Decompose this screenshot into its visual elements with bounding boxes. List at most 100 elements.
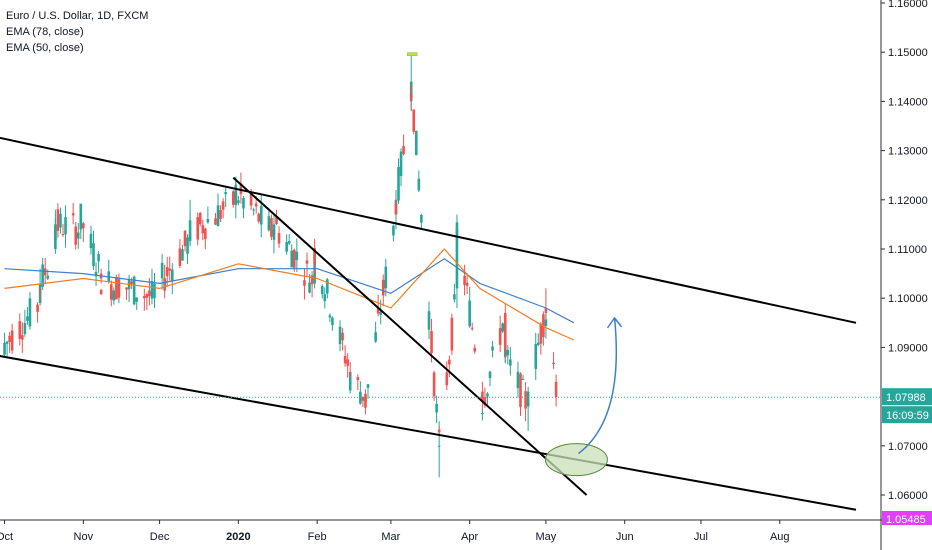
candle-body[interactable] — [392, 225, 395, 236]
candle-body[interactable] — [125, 287, 128, 290]
candle-body[interactable] — [115, 276, 118, 300]
candle-body[interactable] — [463, 275, 466, 286]
candle-body[interactable] — [501, 323, 505, 332]
candle-body[interactable] — [21, 335, 24, 340]
candle-body[interactable] — [308, 282, 311, 293]
candle-body[interactable] — [323, 294, 327, 302]
candle-body[interactable] — [10, 330, 14, 351]
candle-body[interactable] — [417, 178, 421, 191]
candle-body[interactable] — [204, 228, 207, 240]
candle-body[interactable] — [483, 397, 487, 406]
candle-body[interactable] — [117, 279, 121, 298]
candle-body[interactable] — [361, 396, 365, 401]
candle-body[interactable] — [89, 233, 93, 249]
candle-body[interactable] — [432, 372, 436, 397]
candle-body[interactable] — [394, 203, 398, 214]
time-axis[interactable]: Oct Nov Dec 2020 Feb Mar Apr May Jun Jul Aug — [0, 520, 790, 543]
candle-body[interactable] — [468, 300, 471, 327]
candle-body[interactable] — [23, 322, 27, 335]
candle-body[interactable] — [254, 203, 258, 207]
candle-body[interactable] — [453, 294, 456, 300]
candle-body[interactable] — [132, 276, 136, 305]
candle-body[interactable] — [130, 281, 133, 284]
candle-body[interactable] — [163, 278, 166, 291]
support-ellipse[interactable] — [544, 443, 608, 477]
candle-body[interactable] — [8, 335, 11, 343]
candle-body[interactable] — [219, 210, 222, 219]
candle-body[interactable] — [343, 355, 347, 364]
candle-body[interactable] — [536, 342, 540, 345]
candle-body[interactable] — [481, 412, 484, 414]
candle-body[interactable] — [61, 234, 65, 236]
candle-body[interactable] — [216, 205, 220, 227]
candle-body[interactable] — [509, 359, 512, 366]
candles[interactable] — [3, 54, 558, 478]
ema-50-label[interactable]: EMA (50, close) — [6, 42, 84, 54]
candle-body[interactable] — [221, 201, 225, 210]
candle-body[interactable] — [503, 312, 507, 358]
candle-body[interactable] — [257, 213, 261, 222]
candle-body[interactable] — [313, 248, 316, 264]
candle-body[interactable] — [470, 327, 474, 329]
candle-body[interactable] — [379, 311, 383, 315]
candle-body[interactable] — [331, 317, 334, 326]
candle-body[interactable] — [178, 248, 182, 266]
candle-body[interactable] — [92, 243, 95, 267]
candle-body[interactable] — [231, 191, 235, 205]
candle-body[interactable] — [445, 372, 449, 386]
candle-body[interactable] — [214, 218, 217, 225]
candle-body[interactable] — [148, 290, 151, 297]
candle-body[interactable] — [275, 217, 278, 225]
candle-body[interactable] — [3, 344, 6, 355]
candle-body[interactable] — [435, 403, 438, 413]
candle-body[interactable] — [326, 279, 329, 294]
candle-body[interactable] — [290, 250, 294, 268]
candle-body[interactable] — [224, 192, 227, 195]
candle-body[interactable] — [341, 332, 344, 341]
candle-body[interactable] — [295, 251, 299, 260]
candle-body[interactable] — [305, 260, 309, 264]
candle-body[interactable] — [94, 271, 98, 277]
candle-body[interactable] — [437, 429, 441, 433]
candle-body[interactable] — [239, 183, 243, 194]
candle-body[interactable] — [64, 217, 67, 235]
candle-body[interactable] — [448, 359, 451, 365]
candle-body[interactable] — [397, 166, 400, 201]
candle-body[interactable] — [544, 319, 548, 327]
candle-body[interactable] — [554, 381, 558, 398]
candle-body[interactable] — [544, 308, 548, 313]
candle-body[interactable] — [183, 230, 187, 247]
candle-body[interactable] — [526, 401, 530, 406]
candle-body[interactable] — [409, 94, 413, 99]
symbol-title[interactable]: Euro / U.S. Dollar, 1D, FXCM — [6, 10, 149, 22]
candle-body[interactable] — [41, 264, 44, 287]
candle-body[interactable] — [384, 266, 388, 289]
candle-body[interactable] — [346, 359, 349, 366]
candle-body[interactable] — [519, 373, 522, 408]
candle-body[interactable] — [56, 209, 60, 231]
trendlines[interactable] — [0, 133, 857, 511]
ema-50-line[interactable] — [4, 248, 575, 341]
candle-body[interactable] — [412, 109, 416, 132]
candle-body[interactable] — [3, 342, 6, 346]
candle-body[interactable] — [320, 286, 324, 295]
candle-body[interactable] — [277, 233, 281, 244]
candle-body[interactable] — [71, 213, 75, 216]
candle-body[interactable] — [206, 219, 210, 223]
candle-body[interactable] — [498, 328, 502, 345]
candle-body[interactable] — [506, 349, 510, 356]
candle-body[interactable] — [455, 222, 459, 235]
candle-body[interactable] — [5, 341, 9, 344]
candle-body[interactable] — [38, 288, 42, 290]
candle-body[interactable] — [420, 215, 423, 223]
candle-body[interactable] — [201, 225, 205, 234]
candle-body[interactable] — [168, 268, 172, 271]
candle-body[interactable] — [287, 240, 291, 244]
candle-body[interactable] — [272, 229, 276, 240]
candle-body[interactable] — [552, 362, 555, 365]
candle-body[interactable] — [97, 254, 100, 262]
candle-body[interactable] — [521, 378, 525, 380]
candle-body[interactable] — [539, 323, 543, 344]
candle-body[interactable] — [160, 262, 164, 279]
candle-body[interactable] — [486, 393, 489, 397]
